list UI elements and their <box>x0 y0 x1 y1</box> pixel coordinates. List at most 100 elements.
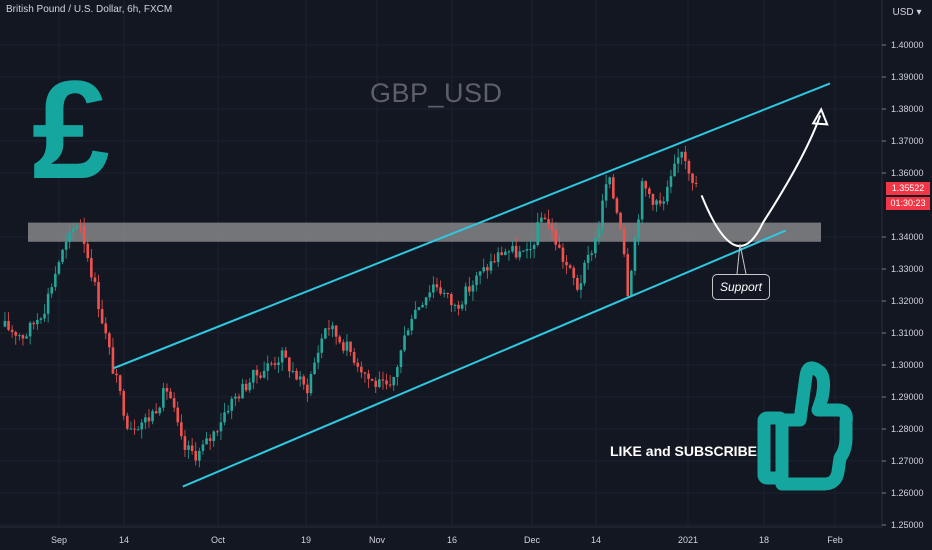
candle-body <box>316 352 320 363</box>
candle-body <box>450 294 453 306</box>
candle-body <box>360 366 363 373</box>
candle-body <box>140 422 144 430</box>
candle-body <box>532 244 536 250</box>
candle-body <box>504 251 507 256</box>
candle-body <box>248 382 252 391</box>
channel-lower-line[interactable] <box>182 229 786 488</box>
candle-body <box>482 267 486 272</box>
y-tick-label: 1.30000 <box>891 360 924 370</box>
candle-body <box>244 383 248 391</box>
candle-body <box>302 376 306 385</box>
candle-body <box>331 325 334 330</box>
candles <box>3 145 698 468</box>
x-tick-label: Feb <box>827 535 843 545</box>
candle-body <box>241 383 244 399</box>
candle-body <box>651 194 655 205</box>
candle-body <box>529 249 532 251</box>
candle-body <box>414 309 417 319</box>
candle-body <box>471 285 475 292</box>
candle-body <box>18 335 21 337</box>
candle-body <box>522 250 525 252</box>
candle-body <box>324 328 327 339</box>
candle-body <box>518 251 522 258</box>
candle-body <box>648 188 651 195</box>
candle-body <box>547 219 550 225</box>
candle-body <box>216 431 219 433</box>
candle-body <box>417 307 421 310</box>
y-tick-label: 1.37000 <box>891 136 924 146</box>
candle-body <box>273 363 277 366</box>
candle-body <box>684 151 687 161</box>
x-tick-label: 14 <box>591 535 601 545</box>
candle-body <box>572 267 576 278</box>
candle-body <box>655 200 658 205</box>
candle-body <box>536 222 540 245</box>
candle-body <box>237 396 241 399</box>
arrow-head-icon <box>811 107 829 126</box>
candle-body <box>169 391 172 399</box>
candle-body <box>154 411 158 414</box>
candle-body <box>565 261 568 266</box>
x-axis[interactable]: Sep 14 Oct 19 Nov 16 Dec 14 2021 18 Feb <box>51 535 843 545</box>
candle-body <box>288 357 291 372</box>
candle-body <box>234 396 237 399</box>
candle-body <box>219 422 223 432</box>
candle-body <box>309 374 313 394</box>
candle-body <box>421 305 424 308</box>
candle-body <box>687 160 691 174</box>
candle-body <box>108 333 111 348</box>
x-tick-label: 18 <box>759 535 769 545</box>
candle-body <box>586 254 590 263</box>
candle-body <box>226 410 230 413</box>
candle-body <box>345 341 349 351</box>
candle-body <box>223 412 226 423</box>
x-tick-label: 14 <box>119 535 129 545</box>
candle-body <box>259 375 262 378</box>
symbol-title: British Pound / U.S. Dollar, 6h, FXCM <box>6 4 173 15</box>
currency-selector[interactable]: USD ▾ <box>890 7 924 21</box>
candle-body <box>424 297 428 306</box>
candle-body <box>612 177 615 199</box>
candle-body <box>180 422 183 437</box>
candle-body <box>435 284 439 288</box>
candle-body <box>367 373 370 379</box>
candle-body <box>630 270 633 296</box>
support-label[interactable]: Support <box>712 274 770 300</box>
candle-body <box>594 237 597 254</box>
candle-body <box>82 226 86 244</box>
currency-label: USD <box>892 7 914 18</box>
candle-body <box>626 254 630 296</box>
candle-body <box>666 186 669 202</box>
candle-body <box>208 438 212 442</box>
candle-body <box>486 267 489 271</box>
candle-body <box>327 328 331 330</box>
candle-body <box>507 251 511 253</box>
candle-body <box>500 252 504 256</box>
candle-body <box>36 319 39 325</box>
candle-body <box>187 445 190 450</box>
candle-body <box>496 252 500 262</box>
candle-body <box>691 173 694 183</box>
candle-body <box>64 241 68 250</box>
y-tick-label: 1.25000 <box>891 520 924 530</box>
candle-body <box>295 370 298 380</box>
thumbs-up-icon <box>757 361 853 491</box>
channel-upper-line[interactable] <box>113 82 831 370</box>
candle-body <box>14 331 18 336</box>
candle-body <box>388 384 392 386</box>
candle-body <box>399 350 403 368</box>
candle-body <box>68 231 72 242</box>
candle-body <box>277 362 280 366</box>
y-axis[interactable]: 1.40000 1.39000 1.38000 1.37000 1.36000 1.340… <box>882 40 924 530</box>
candle-body <box>255 369 259 376</box>
candle-body <box>489 261 493 271</box>
candle-body <box>525 249 529 251</box>
candle-body <box>658 200 662 204</box>
candle-body <box>601 200 604 229</box>
candle-body <box>338 336 342 343</box>
candle-body <box>194 451 198 461</box>
candle-body <box>561 247 565 262</box>
last-price-tag: 1.35522 <box>886 182 930 195</box>
projection-arrow[interactable] <box>700 115 822 248</box>
